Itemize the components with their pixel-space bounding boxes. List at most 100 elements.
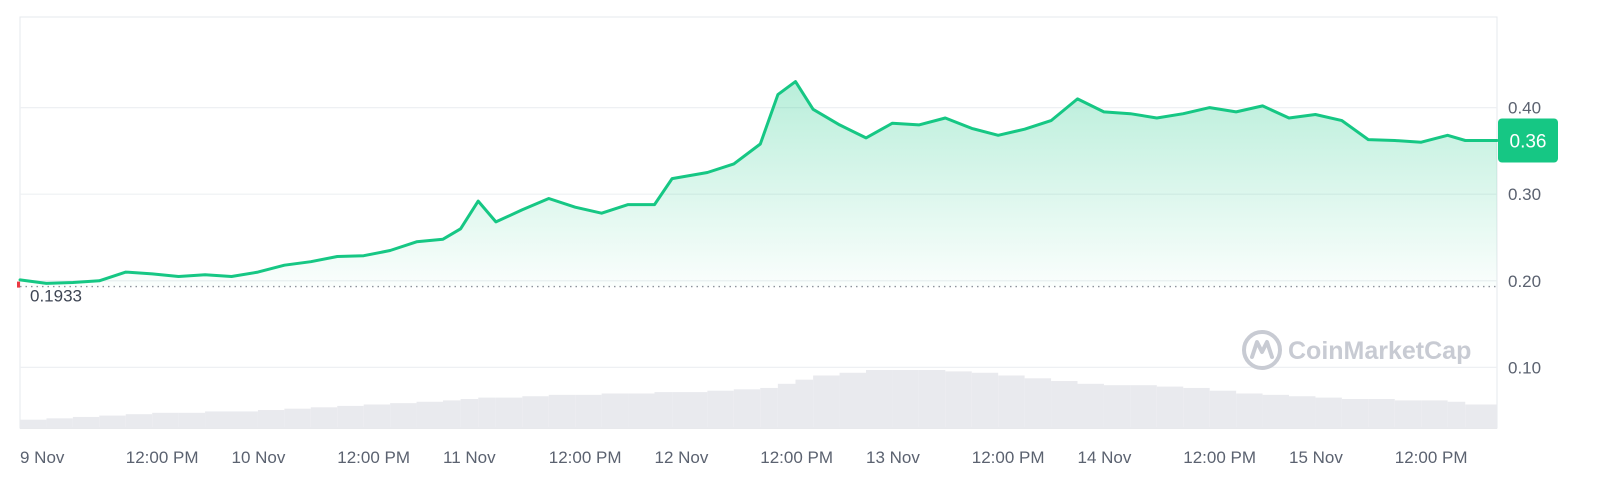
volume-bar xyxy=(46,418,73,428)
y-tick-label: 0.20 xyxy=(1508,272,1541,291)
price-point-50 xyxy=(1288,117,1290,119)
price-point-53 xyxy=(1367,139,1369,141)
price-point-22 xyxy=(574,206,576,208)
x-tick-label: 12:00 PM xyxy=(760,448,833,467)
price-point-37 xyxy=(944,117,946,119)
volume-bar xyxy=(601,393,629,428)
price-line xyxy=(18,80,1499,285)
volume-bar xyxy=(495,397,523,428)
volume-bar xyxy=(390,403,417,428)
price-point-33 xyxy=(839,124,841,126)
volume-bar xyxy=(460,399,479,428)
coinmarketcap-logo-icon xyxy=(1242,330,1282,370)
x-axis: 9 Nov 12:00 PM 10 Nov 12:00 PM 11 Nov 12:00 P… xyxy=(20,448,1468,467)
y-tick-label: 0.30 xyxy=(1508,185,1541,204)
price-point-9 xyxy=(257,271,259,273)
volume-bar xyxy=(1394,400,1422,428)
current-price-badge: 0.36 xyxy=(1498,118,1558,163)
watermark-text: CoinMarketCap xyxy=(1288,337,1471,365)
price-point-19 xyxy=(495,221,497,223)
price-point-44 xyxy=(1129,113,1131,115)
watermark: CoinMarketCap xyxy=(1242,330,1471,370)
volume-bar xyxy=(672,392,708,428)
price-point-28 xyxy=(733,163,735,165)
x-tick-label: 12:00 PM xyxy=(126,448,199,467)
volume-bar xyxy=(257,410,285,428)
volume-bar xyxy=(892,370,919,428)
price-point-32 xyxy=(812,108,814,110)
volume-bar xyxy=(1236,393,1263,428)
volume-bar xyxy=(654,392,673,428)
start-price-line: 0.1933 xyxy=(17,281,1497,306)
price-point-42 xyxy=(1077,98,1078,100)
volume-bar xyxy=(1024,378,1052,428)
volume-bar xyxy=(205,411,232,428)
y-tick-label: 0.10 xyxy=(1508,358,1541,377)
price-point-26 xyxy=(671,178,673,180)
volume-bar xyxy=(337,405,364,428)
volume-bar xyxy=(125,414,153,428)
volume-bar xyxy=(1341,399,1369,428)
volume-bar xyxy=(1156,386,1184,428)
x-tick-label: 10 Nov xyxy=(232,448,286,467)
price-point-20 xyxy=(521,209,523,211)
price-point-4 xyxy=(125,271,127,273)
volume-bar xyxy=(1447,401,1466,428)
volume-bar xyxy=(707,390,734,428)
x-tick-label: 15 Nov xyxy=(1289,448,1343,467)
volume-bar xyxy=(795,379,814,428)
x-tick-label: 12 Nov xyxy=(655,448,709,467)
volume-bar xyxy=(522,396,549,428)
price-point-15 xyxy=(416,241,418,243)
x-tick-label: 11 Nov xyxy=(443,448,496,467)
volume-bar xyxy=(1315,397,1342,428)
price-point-49 xyxy=(1262,105,1264,107)
volume-bar xyxy=(548,394,576,428)
price-point-34 xyxy=(865,137,867,139)
price-point-41 xyxy=(1050,120,1052,122)
volume-bar xyxy=(1262,394,1289,428)
volume-bar xyxy=(628,393,655,428)
price-point-46 xyxy=(1182,113,1184,115)
price-point-31 xyxy=(795,81,796,83)
x-tick-label: 14 Nov xyxy=(1078,448,1132,467)
current-price-badge-bg xyxy=(1498,118,1558,163)
price-point-51 xyxy=(1314,114,1316,116)
price-point-55 xyxy=(1420,141,1422,143)
price-point-52 xyxy=(1341,120,1343,122)
volume-bar xyxy=(971,372,999,428)
x-tick-label: 13 Nov xyxy=(866,448,920,467)
current-price-label: 0.36 xyxy=(1510,132,1547,153)
volume-bar xyxy=(99,415,126,428)
price-point-29 xyxy=(759,143,761,145)
price-point-30 xyxy=(777,94,779,96)
price-point-11 xyxy=(310,261,312,263)
price-point-3 xyxy=(98,280,100,282)
price-point-36 xyxy=(918,124,920,126)
price-point-48 xyxy=(1235,111,1237,113)
volume-bar xyxy=(1183,387,1210,428)
volume-bar xyxy=(777,383,796,428)
price-point-0 xyxy=(19,279,21,281)
x-tick-label: 12:00 PM xyxy=(549,448,622,467)
volume-bar xyxy=(284,408,311,428)
price-point-40 xyxy=(1024,128,1026,130)
x-tick-label: 12:00 PM xyxy=(972,448,1045,467)
volume-bar xyxy=(1209,390,1237,428)
volume-bar xyxy=(152,412,179,428)
price-point-6 xyxy=(178,275,180,277)
price-point-7 xyxy=(204,274,206,276)
volume-bar xyxy=(813,375,840,428)
price-point-12 xyxy=(336,256,338,258)
volume-bar xyxy=(1421,400,1448,428)
price-point-2 xyxy=(72,282,74,284)
x-tick-label: 9 Nov xyxy=(20,448,65,467)
volume-bar xyxy=(760,387,778,428)
price-point-14 xyxy=(389,249,391,251)
price-point-1 xyxy=(45,282,47,284)
price-point-8 xyxy=(231,275,232,277)
price-point-38 xyxy=(971,127,973,129)
price-point-23 xyxy=(601,212,603,214)
price-point-10 xyxy=(283,264,285,266)
